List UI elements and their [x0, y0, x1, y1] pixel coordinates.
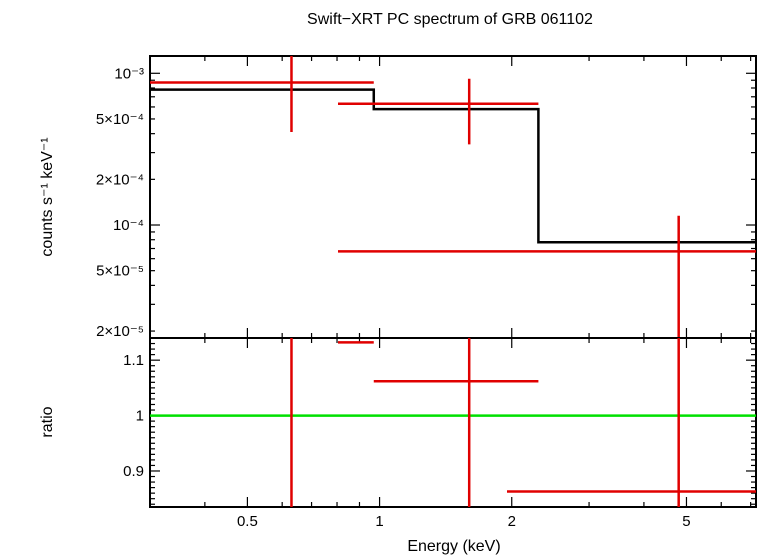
y-axis-label-ratio: ratio [39, 406, 56, 437]
x-tick-label: 1 [375, 513, 383, 530]
x-axis-label: Energy (keV) [407, 538, 500, 555]
y-tick-label-spectrum: 2×10⁻⁴ [96, 171, 144, 188]
plot-frame-spectrum [149, 55, 757, 339]
x-tick-label: 0.5 [237, 513, 258, 530]
y-tick-label-ratio: 0.9 [123, 463, 144, 480]
chart-title: Swift−XRT PC spectrum of GRB 061102 [307, 11, 593, 28]
plot-frame-ratio [149, 337, 757, 508]
y-tick-label-spectrum: 10⁻³ [114, 65, 144, 82]
plot-area: 10⁻³ 5×10⁻⁴ 2×10⁻⁴ 10⁻⁴ 5×10⁻⁵ 2×10⁻⁵ 0.9 1 1.1 0… [96, 55, 757, 530]
y-tick-label-ratio: 1.1 [123, 352, 144, 369]
y-tick-label-spectrum: 5×10⁻⁴ [96, 111, 144, 128]
y-tick-label-spectrum: 2×10⁻⁵ [96, 323, 144, 340]
y-axis-label-spectrum: counts s⁻¹ keV⁻¹ [39, 137, 56, 256]
y-tick-label-spectrum: 10⁻⁴ [113, 217, 144, 234]
y-tick-label-spectrum: 5×10⁻⁵ [96, 263, 144, 280]
model-step-line [150, 88, 756, 244]
x-tick-label: 5 [682, 513, 690, 530]
y-tick-label-ratio: 1 [136, 408, 144, 425]
x-tick-label: 2 [508, 513, 516, 530]
